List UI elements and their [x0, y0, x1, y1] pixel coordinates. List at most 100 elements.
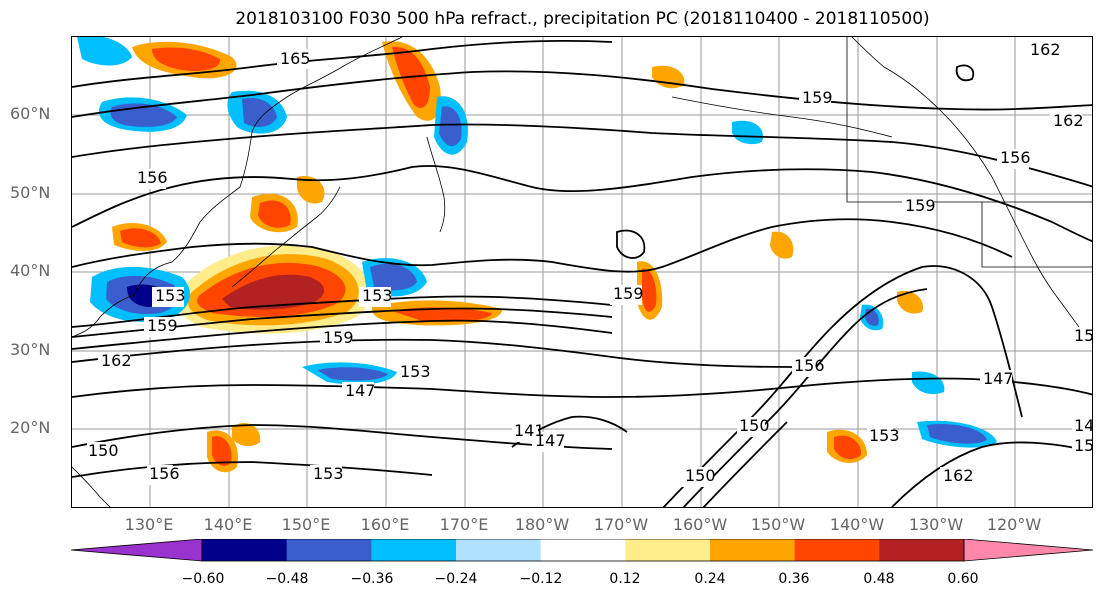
lat-label-50n: 50°N: [10, 183, 51, 202]
colorbar-tick: 0.60: [947, 571, 979, 587]
lon-label-130w: 130°W: [908, 515, 964, 534]
contour-label: 162: [943, 466, 974, 485]
lon-label-150w: 150°W: [750, 515, 806, 534]
contour-156-trough: [702, 421, 788, 507]
contour-159-mid: [72, 218, 1013, 273]
contour-label: 162: [101, 351, 132, 370]
contour-label: 150: [1074, 436, 1093, 455]
colorbar-cell: [540, 539, 626, 561]
refractivity-contours: [72, 39, 1092, 507]
contour-159-north: [72, 123, 1092, 188]
contour-label: 159: [323, 328, 354, 347]
precip-red-region-14: [120, 228, 161, 248]
map-title: 2018103100 F030 500 hPa refract., precip…: [235, 9, 930, 29]
aleutian-coastline: [671, 96, 893, 138]
contour-label: 150: [1074, 326, 1093, 345]
lat-label-40n: 40°N: [10, 261, 51, 280]
contour-147: [72, 377, 1092, 398]
precip-darkred-region-1: [222, 274, 325, 310]
contour-156-jet: [72, 319, 613, 350]
contour-label: 159: [905, 196, 936, 215]
colorbar: [71, 539, 1094, 562]
lon-label-160w: 160°W: [672, 515, 728, 534]
colorbar-cell: [286, 539, 372, 561]
japan-coastline: [231, 186, 341, 288]
precip-medblue-region-5: [439, 106, 462, 147]
colorbar-extension-low: [71, 539, 203, 562]
colorbar-tick: −0.48: [265, 571, 309, 587]
contour-label: 153: [400, 362, 431, 381]
contour-label: 156: [137, 168, 168, 187]
precip-red-region-5: [642, 268, 657, 312]
contour-label: 150: [685, 466, 716, 485]
asia-coastline: [72, 37, 403, 338]
contour-153-trough: [662, 265, 1023, 507]
contour-label: 147: [1074, 416, 1093, 435]
contour-150-south: [72, 424, 613, 450]
kamchatka-coastline: [426, 136, 446, 233]
precip-orange-region-10: [770, 231, 794, 259]
gridlines: [72, 37, 1092, 507]
lon-label-120w: 120°W: [986, 515, 1042, 534]
contour-label: 150: [739, 416, 770, 435]
colorbar-cell: [794, 539, 880, 561]
colorbar-cell: [879, 539, 965, 561]
precip-orange-region-12: [297, 176, 325, 204]
contour-label: 162: [1030, 40, 1061, 59]
lon-label-160e: 160°E: [360, 515, 410, 534]
colorbar-cells: [71, 539, 1094, 562]
contour-label: 156: [149, 464, 180, 483]
precip-red-region-2: [152, 47, 221, 71]
precip-blue-region-4: [77, 37, 132, 66]
colorbar-cell: [710, 539, 796, 561]
lon-label-150e: 150°E: [281, 515, 331, 534]
contour-label: 159: [613, 284, 644, 303]
precip-orange-region-9: [897, 290, 923, 314]
coastlines: [72, 37, 1092, 507]
lon-label-140w: 140°W: [829, 515, 885, 534]
contour-closed-small: [616, 229, 646, 259]
precip-blue-region-9: [912, 371, 945, 395]
contour-label: 153: [362, 286, 393, 305]
contour-closed-small-2: [955, 64, 975, 82]
colorbar-tick: −0.12: [519, 571, 563, 587]
precip-shading: [77, 37, 997, 473]
lat-label-30n: 30°N: [10, 340, 51, 359]
contour-label: 153: [155, 286, 186, 305]
contour-label: 159: [802, 88, 833, 107]
colorbar-extension-high: [963, 539, 1094, 562]
contour-label: 159: [147, 316, 178, 335]
contour-150-trough: [682, 288, 928, 507]
lon-label-140e: 140°E: [203, 515, 253, 534]
precip-blue-region-11: [732, 120, 763, 145]
colorbar-tick: −0.36: [350, 571, 394, 587]
lon-label-130e: 130°E: [124, 515, 174, 534]
colorbar-cell: [371, 539, 457, 561]
contour-165: [72, 39, 613, 88]
us-border: [981, 202, 1092, 268]
contour-label: 147: [983, 369, 1014, 388]
contour-162-south: [891, 441, 1092, 507]
contour-162-north: [72, 70, 1092, 118]
contour-label: 150: [88, 441, 119, 460]
map-panel: 165 159 162 162 156 156 159 159 153 159 …: [71, 36, 1093, 508]
precip-medblue-region-6: [370, 263, 417, 291]
precip-red-region-13: [258, 200, 291, 228]
contour-153: [72, 338, 793, 368]
colorbar-tick: 0.12: [609, 571, 641, 587]
colorbar-cell: [625, 539, 711, 561]
canada-border: [846, 37, 1092, 203]
lat-label-60n: 60°N: [10, 104, 51, 123]
precip-red-region-8: [834, 435, 862, 460]
lon-label-180w: 180°W: [514, 515, 570, 534]
contour-label: 162: [1053, 111, 1084, 130]
colorbar-tick: −0.60: [181, 571, 225, 587]
north-america-coastline: [851, 37, 1092, 346]
precip-medblue-region-2: [242, 97, 277, 127]
precip-medblue-region-8: [927, 423, 987, 444]
colorbar-tick: −0.24: [434, 571, 478, 587]
contour-label: 147: [535, 431, 566, 450]
precip-orange-region-7: [232, 422, 261, 447]
contour-label-group: 165 159 162 162 156 156 159 159 153 159 …: [87, 40, 1093, 487]
colorbar-outline: [201, 539, 965, 562]
